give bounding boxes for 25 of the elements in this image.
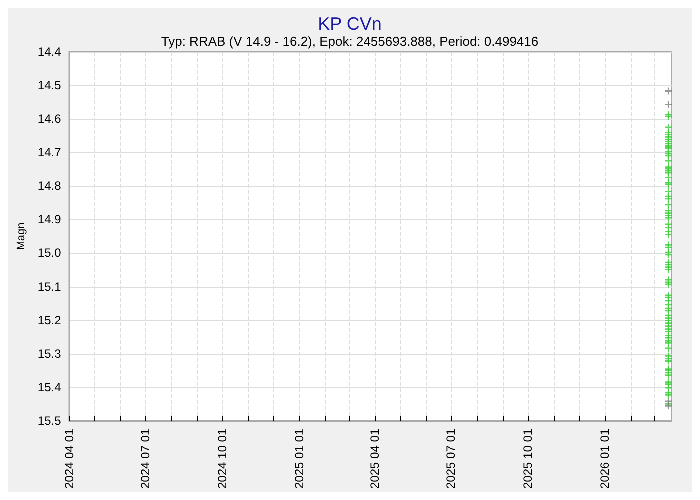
x-tick-label: 2025 07 01	[444, 428, 458, 490]
y-tick-label: 14.7	[38, 146, 62, 160]
y-tick-label: 15.3	[38, 346, 62, 361]
y-tick-label: 14.4	[38, 45, 62, 59]
chart-title: KP CVn	[318, 14, 382, 34]
y-tick-label: 14.9	[38, 212, 62, 227]
y-tick-label: 14.5	[38, 78, 62, 93]
point	[665, 101, 672, 108]
point	[665, 88, 672, 95]
chart-subtitle: Typ: RRAB (V 14.9 - 16.2), Epok: 2455693.888, Period: 0.499416	[161, 34, 539, 49]
y-tick-label: 14.8	[38, 179, 62, 194]
y-tick-label: 14.6	[38, 112, 62, 126]
x-tick-label: 2026 01 01	[598, 428, 612, 490]
y-tick-label: 15.1	[38, 280, 62, 294]
x-tick-label: 2025 04 01	[368, 428, 382, 490]
x-tick-label: 2024 04 01	[62, 428, 76, 490]
y-tick-label: 15.5	[38, 414, 62, 428]
x-tick-label: 2025 01 01	[292, 428, 306, 490]
y-axis-title: Magn	[16, 222, 28, 250]
y-tick-label: 15.2	[38, 313, 62, 328]
y-tick-label: 15.0	[38, 246, 62, 260]
y-tick-label: 15.4	[38, 380, 62, 394]
x-tick-label: 2025 10 01	[521, 428, 536, 490]
x-tick-label: 2024 10 01	[215, 428, 230, 490]
x-tick-label: 2024 07 01	[138, 428, 152, 490]
